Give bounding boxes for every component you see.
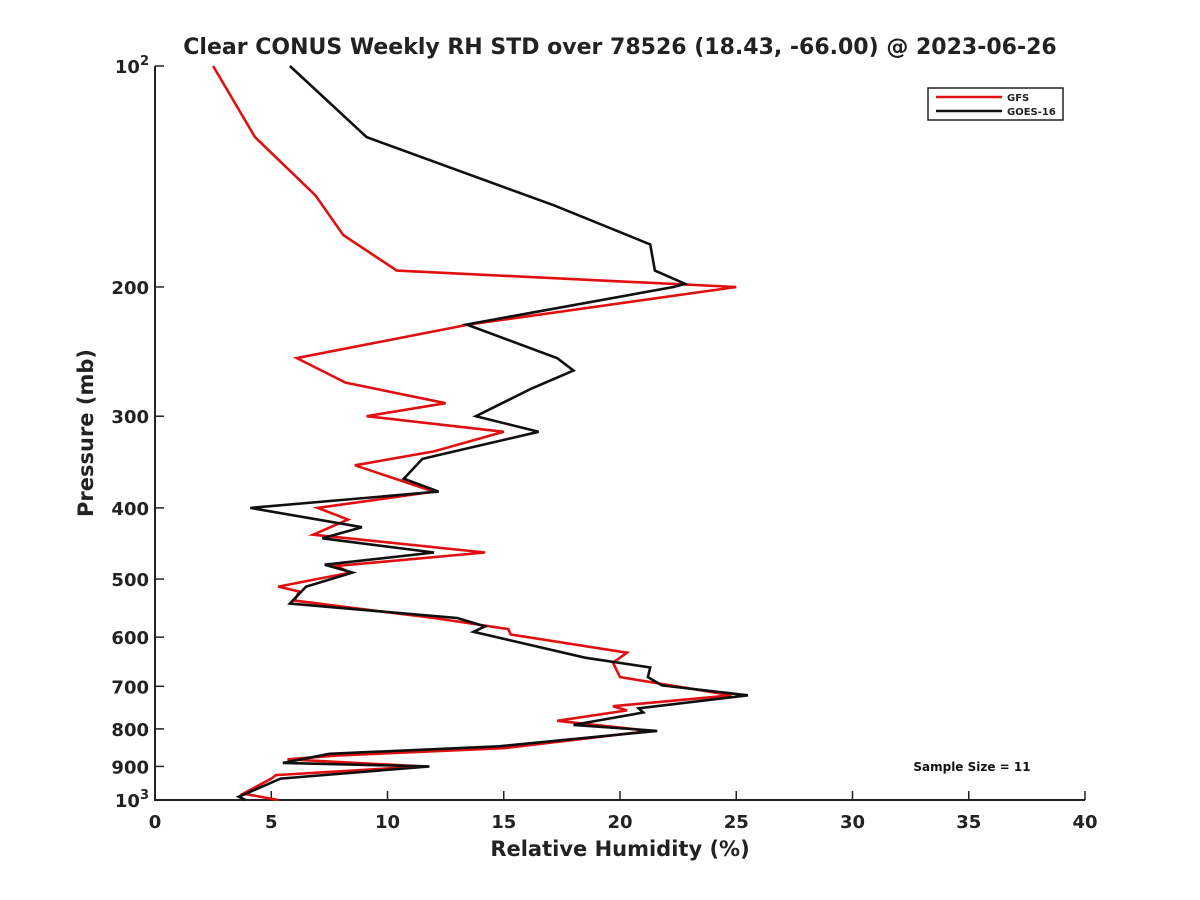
y-tick-label: 900 bbox=[111, 757, 149, 778]
y-tick-label: 102 bbox=[115, 54, 149, 78]
y-tick-label: 400 bbox=[111, 499, 149, 520]
x-axis-ticks: 0 5 10 15 20 25 30 35 40 bbox=[149, 791, 1098, 833]
x-tick-label: 10 bbox=[375, 812, 400, 833]
sample-size-annotation: Sample Size = 11 bbox=[913, 760, 1030, 774]
series-line-goes-16 bbox=[235, 65, 749, 802]
x-tick-label: 40 bbox=[1072, 812, 1097, 833]
y-tick-label: 200 bbox=[111, 278, 149, 299]
y-tick-label: 500 bbox=[111, 570, 149, 591]
legend-label-gfs: GFS bbox=[1007, 93, 1029, 104]
y-tick-label: 600 bbox=[111, 628, 149, 649]
x-tick-label: 30 bbox=[840, 812, 865, 833]
x-tick-label: 5 bbox=[265, 812, 278, 833]
y-tick-label: 800 bbox=[111, 720, 149, 741]
x-tick-label: 35 bbox=[956, 812, 981, 833]
legend-box bbox=[927, 87, 1064, 121]
y-axis-label: Pressure (mb) bbox=[74, 349, 98, 517]
x-axis-label: Relative Humidity (%) bbox=[490, 837, 749, 861]
legend: GFS GOES-16 bbox=[927, 87, 1064, 121]
chart-title: Clear CONUS Weekly RH STD over 78526 (18… bbox=[183, 35, 1056, 60]
y-axis-ticks: 102 200 300 400 500 600 700 800 900 103 bbox=[111, 54, 164, 812]
x-tick-label: 0 bbox=[149, 812, 162, 833]
x-tick-label: 25 bbox=[724, 812, 749, 833]
y-tick-label: 300 bbox=[111, 407, 149, 428]
x-tick-label: 15 bbox=[491, 812, 516, 833]
y-tick-label: 700 bbox=[111, 677, 149, 698]
x-tick-label: 20 bbox=[607, 812, 632, 833]
series-layer bbox=[211, 65, 749, 802]
series-line-gfs bbox=[211, 65, 737, 802]
legend-label-goes-16: GOES-16 bbox=[1007, 107, 1056, 118]
y-tick-label: 103 bbox=[115, 788, 149, 812]
